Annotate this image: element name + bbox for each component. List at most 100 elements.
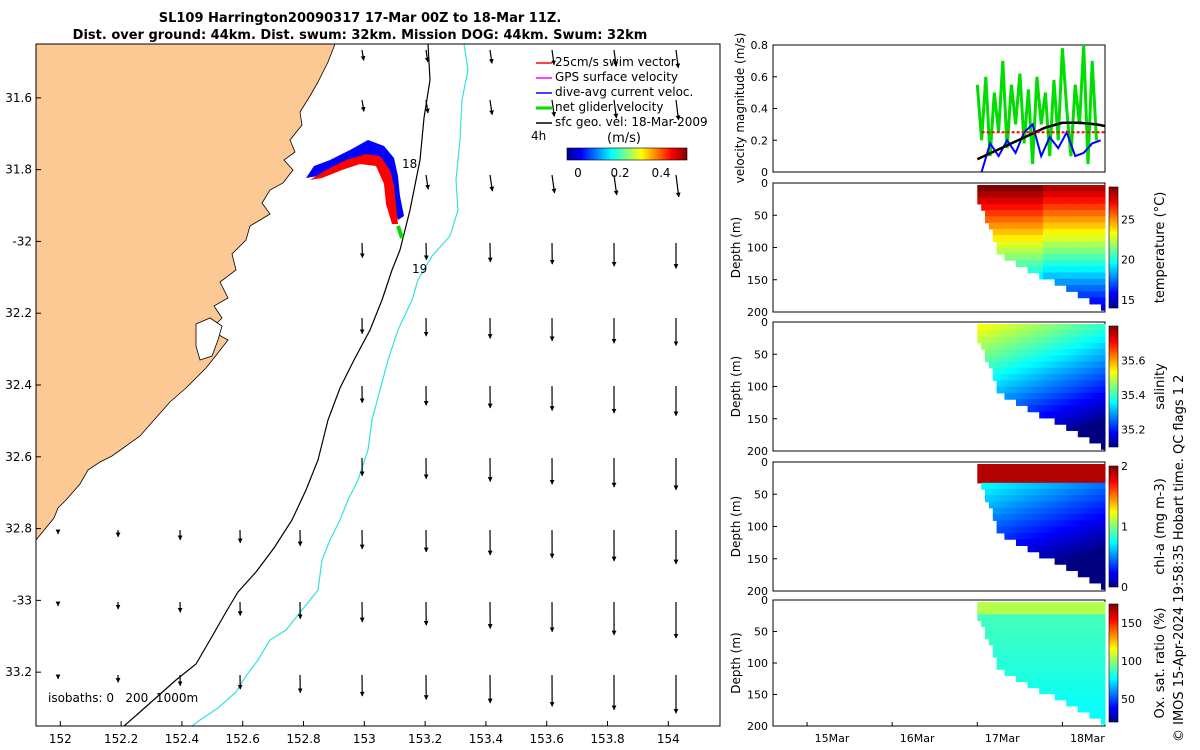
section-cell [1062,203,1067,211]
section-cell [1012,495,1017,503]
section-x-tick-label: 16Mar [900,732,935,745]
section-cell [1050,545,1056,553]
section-cell [1058,228,1063,236]
section-cell [1046,235,1052,242]
section-cell [1039,539,1044,546]
section-cell [1093,526,1098,534]
section-cell [1012,367,1017,375]
section-cell [1031,222,1036,230]
section-cell [1097,374,1102,381]
section-cell [1035,532,1040,540]
section-cell [1043,241,1048,249]
section-cell [1054,687,1060,695]
section-cell [1054,216,1060,224]
section-cell [1000,349,1005,356]
section-cell [1023,644,1029,652]
section-cell [1031,210,1036,217]
section-cell [1066,386,1071,394]
section-cell [1066,228,1071,236]
section-cell [1043,539,1048,546]
section-y-tick-label: 100 [747,521,768,534]
section-cell [1054,656,1060,664]
section-cell [1085,191,1090,199]
section-cell [1039,241,1044,249]
legend-dive-avg-current-label: dive-avg current veloc. [555,85,693,99]
section-cell [1008,663,1013,670]
section-cell [1070,608,1075,615]
section-cell [1039,216,1044,224]
section-cell [1000,210,1005,217]
section-cell [1039,272,1044,280]
section-cell [1062,638,1067,646]
section-cell [1031,324,1036,331]
section-cell [992,464,998,471]
section-cell [1070,514,1075,521]
section-cell [1097,386,1102,394]
section-cell [1043,545,1048,553]
section-cell [1058,557,1063,565]
section-cell [1039,342,1044,350]
section-cell [1081,669,1087,676]
section-cell [1027,266,1033,274]
section-cell [1070,489,1075,496]
section-cell [1000,374,1005,381]
section-cell [1077,405,1083,413]
section-cell [1012,470,1017,478]
section-cell [985,476,990,484]
section-cell [1027,526,1033,534]
section-cell [1039,197,1044,205]
section-cell [1008,495,1013,503]
section-cell [1081,495,1087,503]
section-cell [1077,564,1083,571]
section-cell [1012,349,1017,356]
section-cell [1035,342,1040,350]
land-mass [36,44,336,541]
section-cell [1085,495,1090,503]
section-cell [1066,564,1071,571]
section-cell [1066,545,1071,553]
section-cell [1081,687,1087,695]
section-cell [1081,705,1087,713]
section-cell [1089,342,1094,350]
section-cell [1000,464,1005,471]
section-cell [1073,551,1079,559]
section-cell [1054,650,1060,658]
section-cell [1023,532,1029,540]
section-cell [1043,197,1048,205]
section-cell [1101,539,1106,546]
section-cell [1081,374,1087,381]
section-cell [1043,210,1048,217]
section-cell [1054,663,1060,670]
section-cell [1012,185,1017,192]
section-cell [1081,386,1087,394]
section-cell [1035,380,1040,388]
section-cell [1054,557,1060,565]
section-cell [1012,380,1017,388]
section-cell [1031,620,1036,628]
section-cell [1085,349,1090,356]
section-cell [1046,681,1052,689]
section-cell [1000,203,1005,211]
section-cell [1081,278,1087,286]
section-cell [1012,650,1017,658]
section-cell [1008,650,1013,658]
section-cell [1050,411,1056,419]
section-cell [1073,260,1079,267]
section-cell [1101,545,1106,553]
section-cell [1066,405,1071,413]
section-cell [1085,514,1090,521]
section-cell [1093,532,1098,540]
section-cell [985,197,990,205]
map-x-tick-label: 152.4 [165,732,199,746]
section-cell [1027,669,1033,676]
map-y-tick-label: 32.4 [5,378,32,392]
section-cell [1062,278,1067,286]
section-cell [1077,644,1083,652]
section-cell [1077,570,1083,578]
section-cell [996,602,1002,609]
section-cell [1050,495,1056,503]
section-cell [1027,495,1033,503]
section-cell [1043,399,1048,406]
